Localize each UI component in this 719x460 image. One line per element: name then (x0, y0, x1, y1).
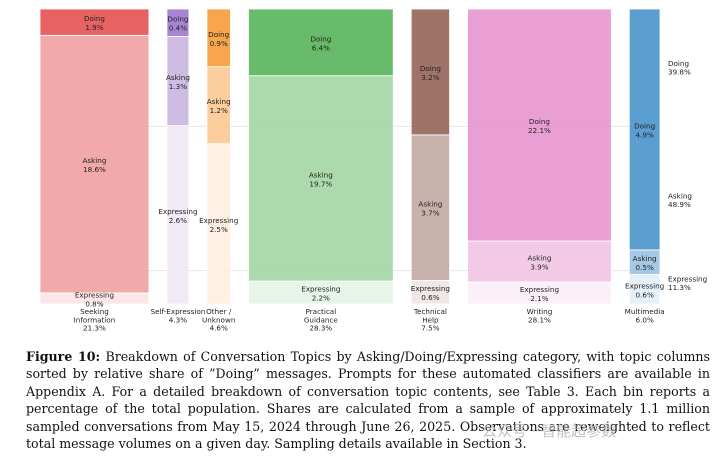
caption-label: Figure 10: (26, 349, 101, 364)
segment-category-label: Expressing (301, 285, 340, 294)
segment-category-label: Doing (167, 15, 188, 24)
segment-value-label: 0.6% (636, 290, 654, 299)
x-tick-label: Multimedia (625, 307, 665, 316)
segment-value-label: 3.7% (421, 209, 439, 218)
segment-value-label: 2.5% (210, 225, 228, 234)
segment-value-label: 0.4% (169, 24, 187, 33)
segment-category-label: Asking (82, 156, 106, 165)
segment-category-label: Expressing (625, 281, 664, 290)
x-tick-label: Writing (527, 307, 553, 316)
x-tick-label: 21.3% (83, 324, 106, 333)
marimekko-chart: Expressing0.8%Asking18.6%Doing1.9%Expres… (39, 8, 707, 333)
right-category-share: 39.8% (668, 68, 691, 77)
right-category-name: Doing (668, 59, 689, 68)
right-category-name: Expressing (668, 274, 707, 283)
bar-segment-asking (628, 249, 661, 275)
segment-value-label: 19.7% (309, 179, 332, 188)
segment-category-label: Expressing (520, 285, 559, 294)
segment-category-label: Expressing (75, 290, 114, 299)
x-tick-label: 28.1% (528, 315, 551, 324)
segment-value-label: 1.3% (169, 82, 187, 91)
segment-value-label: 3.9% (530, 262, 548, 271)
bar-segment-doing (206, 8, 231, 68)
bar-segment-asking (467, 240, 612, 283)
segment-category-label: Asking (166, 73, 190, 82)
x-tick-label: Other / (206, 307, 232, 316)
x-tick-label: 4.6% (210, 324, 228, 333)
x-tick-labels: SeekingInformation21.3%Self-Expression4.… (74, 307, 665, 333)
segment-value-label: 2.6% (169, 216, 187, 225)
segment-category-label: Asking (309, 170, 333, 179)
x-tick-label: 28.3% (309, 324, 332, 333)
segment-value-label: 0.6% (421, 293, 439, 302)
right-category-share: 11.3% (668, 283, 691, 292)
segment-category-label: Asking (207, 97, 231, 106)
bar-segment-doing (166, 8, 190, 37)
x-tick-label: Unknown (202, 315, 235, 324)
bar-segment-doing (467, 8, 612, 242)
x-tick-label: 4.3% (169, 315, 187, 324)
segment-value-label: 18.6% (83, 165, 106, 174)
figure-caption: Figure 10: Breakdown of Conversation Top… (26, 348, 710, 452)
segment-value-label: 2.2% (312, 294, 330, 303)
segment-value-label: 22.1% (528, 126, 551, 135)
segment-value-label: 6.4% (312, 43, 330, 52)
segment-value-label: 0.8% (85, 299, 103, 308)
segment-category-label: Doing (420, 64, 441, 73)
chart-columns (39, 8, 661, 305)
segment-value-label: 1.9% (85, 23, 103, 32)
segment-value-label: 1.2% (210, 106, 228, 115)
segment-category-label: Expressing (158, 207, 197, 216)
caption-text: Breakdown of Conversation Topics by Aski… (26, 349, 710, 452)
bar-segment-doing (628, 8, 661, 251)
segment-category-label: Asking (418, 200, 442, 209)
x-tick-label: Self-Expression (151, 307, 206, 316)
bar-segment-expressing (628, 274, 661, 305)
right-category-share: 48.9% (668, 200, 691, 209)
x-tick-label: Help (422, 315, 439, 324)
x-tick-label: Information (74, 315, 116, 324)
segment-value-label: 2.1% (530, 294, 548, 303)
segment-category-label: Doing (529, 117, 550, 126)
segment-category-label: Doing (84, 14, 105, 23)
x-tick-label: 7.5% (421, 324, 439, 333)
segment-labels: Expressing0.8%Asking18.6%Doing1.9%Expres… (75, 14, 664, 308)
x-tick-label: 6.0% (636, 315, 654, 324)
x-tick-label: Seeking (80, 307, 109, 316)
bar-segment-doing (410, 8, 450, 136)
segment-category-label: Asking (527, 253, 551, 262)
segment-value-label: 0.5% (636, 263, 654, 272)
bar-segment-doing (248, 8, 394, 77)
segment-value-label: 4.9% (636, 130, 654, 139)
right-category-name: Asking (668, 192, 692, 201)
segment-value-label: 3.2% (421, 73, 439, 82)
segment-category-label: Doing (310, 34, 331, 43)
bar-segment-doing (39, 8, 150, 36)
x-tick-label: Practical (306, 307, 337, 316)
segment-category-label: Asking (633, 254, 657, 263)
segment-category-label: Expressing (199, 216, 238, 225)
bar-segment-asking (39, 34, 150, 294)
segment-category-label: Expressing (411, 284, 450, 293)
segment-category-label: Doing (208, 30, 229, 39)
bar-segment-asking (248, 75, 394, 282)
segment-category-label: Doing (634, 121, 655, 130)
x-tick-label: Technical (413, 307, 447, 316)
segment-value-label: 0.9% (210, 39, 228, 48)
bar-segment-asking (410, 134, 450, 281)
x-tick-label: Guidance (304, 315, 339, 324)
